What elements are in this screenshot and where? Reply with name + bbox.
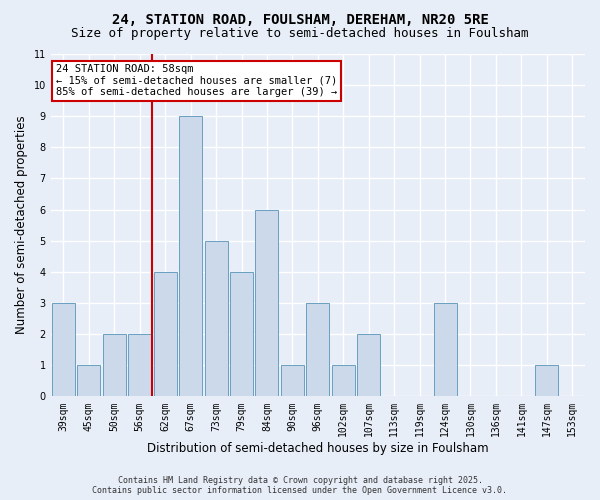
- Y-axis label: Number of semi-detached properties: Number of semi-detached properties: [15, 116, 28, 334]
- Text: 24, STATION ROAD, FOULSHAM, DEREHAM, NR20 5RE: 24, STATION ROAD, FOULSHAM, DEREHAM, NR2…: [112, 12, 488, 26]
- X-axis label: Distribution of semi-detached houses by size in Foulsham: Distribution of semi-detached houses by …: [147, 442, 488, 455]
- Bar: [154, 272, 176, 396]
- Text: Contains HM Land Registry data © Crown copyright and database right 2025.
Contai: Contains HM Land Registry data © Crown c…: [92, 476, 508, 495]
- Text: 24 STATION ROAD: 58sqm
← 15% of semi-detached houses are smaller (7)
85% of semi: 24 STATION ROAD: 58sqm ← 15% of semi-det…: [56, 64, 337, 98]
- Bar: [77, 365, 100, 396]
- Bar: [205, 240, 227, 396]
- Bar: [535, 365, 558, 396]
- Bar: [230, 272, 253, 396]
- Text: Size of property relative to semi-detached houses in Foulsham: Size of property relative to semi-detach…: [71, 28, 529, 40]
- Bar: [434, 303, 457, 396]
- Bar: [52, 303, 75, 396]
- Bar: [256, 210, 278, 396]
- Bar: [332, 365, 355, 396]
- Bar: [128, 334, 151, 396]
- Bar: [307, 303, 329, 396]
- Bar: [357, 334, 380, 396]
- Bar: [179, 116, 202, 396]
- Bar: [103, 334, 126, 396]
- Bar: [281, 365, 304, 396]
